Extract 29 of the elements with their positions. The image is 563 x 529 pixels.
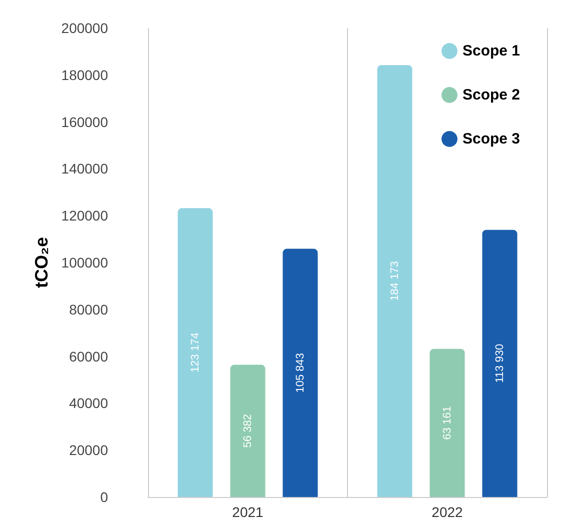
- data-label: 56 382: [242, 414, 254, 448]
- bar: [377, 65, 412, 497]
- y-tick-label: 40000: [69, 395, 108, 412]
- y-tick-label: 0: [100, 489, 108, 505]
- y-tick-label: 120000: [61, 208, 108, 224]
- data-label: 105 843: [294, 353, 306, 393]
- bar: [178, 208, 213, 497]
- y-tick-label: 80000: [69, 301, 108, 318]
- y-tick-label: 20000: [69, 442, 108, 458]
- y-tick-label: 160000: [61, 114, 108, 130]
- y-tick-label: 180000: [61, 66, 108, 83]
- y-tick-label: 200000: [61, 20, 108, 36]
- x-tick-label: 2022: [432, 504, 464, 520]
- legend-label: Scope 3: [462, 130, 520, 148]
- bar: [482, 230, 518, 497]
- legend-label: Scope 2: [462, 86, 520, 104]
- y-axis-title: tCO₂e: [31, 236, 52, 288]
- data-label: 63 161: [441, 406, 454, 440]
- x-tick-label: 2021: [232, 504, 264, 520]
- y-tick-label: 100000: [61, 254, 108, 270]
- data-label: 184 173: [388, 261, 401, 301]
- bar: [282, 248, 318, 497]
- bar: [230, 364, 266, 497]
- legend-label: Scope 1: [462, 42, 520, 60]
- y-tick-label: 140000: [61, 160, 108, 177]
- data-label: 123 174: [189, 332, 202, 372]
- y-tick-label: 60000: [69, 348, 108, 364]
- data-label: 113 930: [494, 344, 506, 383]
- bar: [430, 348, 465, 497]
